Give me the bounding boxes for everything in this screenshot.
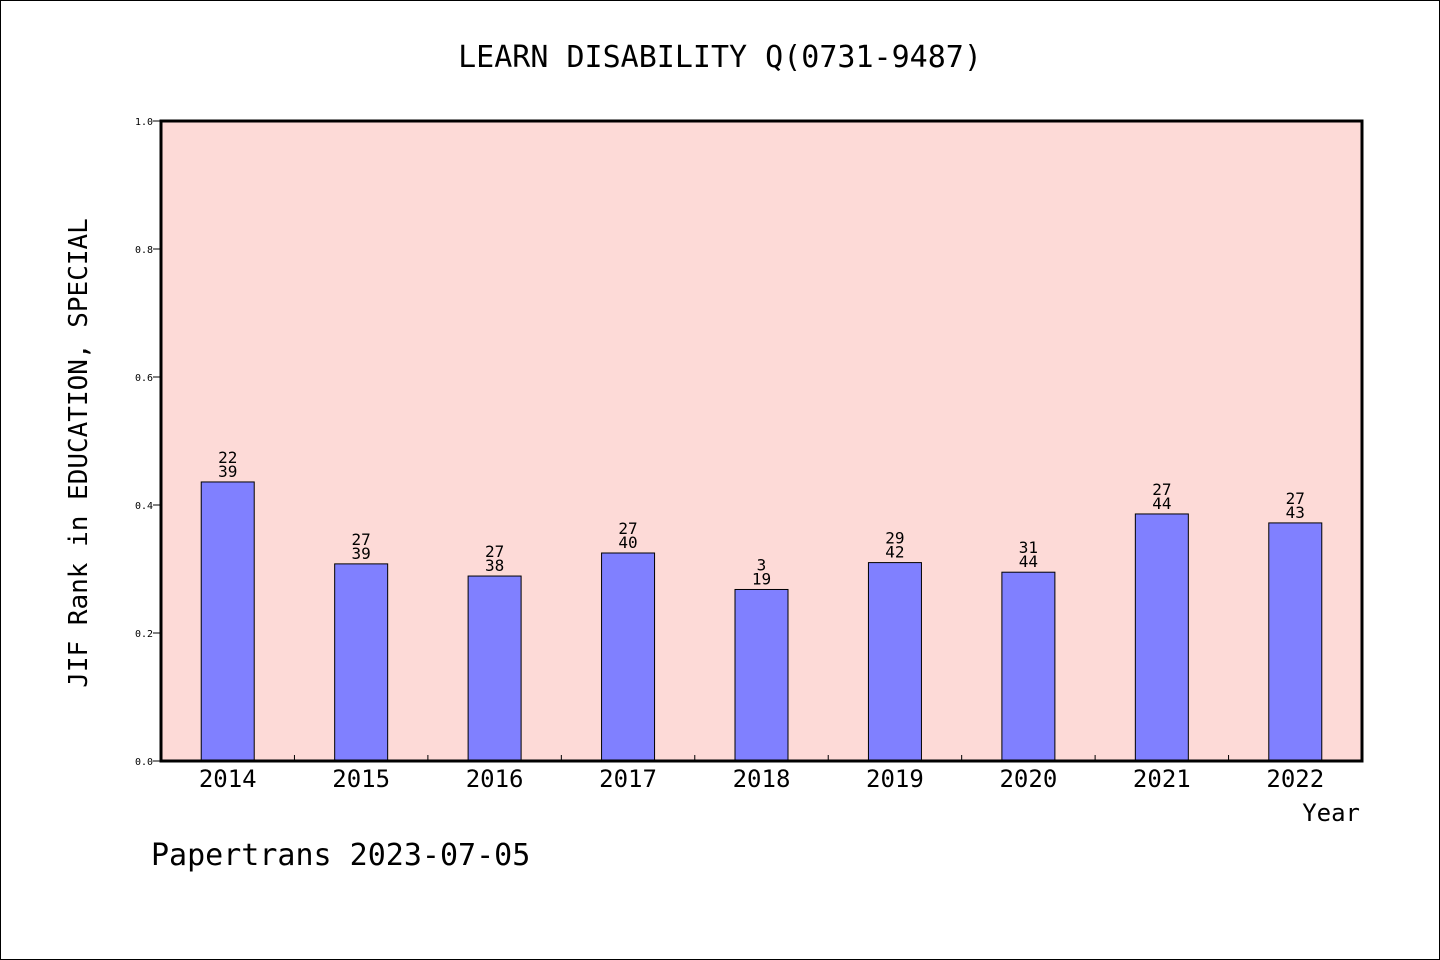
bars-group — [200, 481, 1323, 762]
bar-2020 — [1001, 571, 1056, 762]
rank-label-2020: 31 — [1019, 538, 1038, 557]
total-label-2022: 43 — [1286, 503, 1305, 522]
y-tick-label: 0.8 — [135, 245, 153, 256]
x-tick-label-2015: 2015 — [332, 765, 390, 793]
rank-label-2022: 27 — [1286, 489, 1305, 508]
y-tick-label: 0.6 — [135, 373, 153, 384]
total-label-2017: 40 — [618, 533, 637, 552]
bar-2014 — [200, 481, 255, 762]
x-axis-label: Year — [1302, 799, 1360, 827]
y-tick-label: 0.2 — [135, 629, 153, 640]
bar-2018 — [734, 588, 789, 762]
plot-frame — [159, 119, 1364, 763]
bar-2016 — [467, 575, 522, 762]
y-tick-label: 1.0 — [135, 117, 153, 128]
total-label-2015: 39 — [352, 544, 371, 563]
x-tick-label-2016: 2016 — [466, 765, 524, 793]
y-axis-ticks: 0.0 0.2 0.4 0.6 0.8 1.0 — [135, 117, 161, 768]
chart-title: LEARN DISABILITY Q(0731-9487) — [458, 40, 982, 75]
x-tick-label-2022: 2022 — [1266, 765, 1324, 793]
x-tick-label-2018: 2018 — [733, 765, 791, 793]
total-label-2016: 38 — [485, 556, 504, 575]
bar-2019 — [867, 562, 922, 762]
bar-2021 — [1134, 513, 1189, 762]
rank-label-2017: 27 — [618, 519, 637, 538]
footer-text: Papertrans 2023-07-05 — [151, 838, 530, 873]
rank-label-2015: 27 — [352, 530, 371, 549]
total-label-2014: 39 — [218, 462, 237, 481]
x-tick-label-2014: 2014 — [199, 765, 257, 793]
y-axis-label: JIF Rank in EDUCATION, SPECIAL — [64, 218, 94, 688]
y-tick-label: 0.0 — [135, 757, 153, 768]
rank-label-2018: 3 — [757, 555, 767, 574]
rank-label-2016: 27 — [485, 542, 504, 561]
x-tick-label-2020: 2020 — [999, 765, 1057, 793]
bar-2015 — [334, 563, 389, 762]
x-tick-label-2017: 2017 — [599, 765, 657, 793]
y-tick-label: 0.4 — [135, 501, 153, 512]
x-tick-label-2019: 2019 — [866, 765, 924, 793]
rank-label-2019: 29 — [885, 529, 904, 548]
total-label-2020: 44 — [1019, 552, 1038, 571]
x-axis-ticks: 2014 2015 2016 2017 2018 2019 2020 2021 2022 — [199, 755, 1324, 793]
x-tick-label-2021: 2021 — [1133, 765, 1191, 793]
total-label-2018: 19 — [752, 569, 771, 588]
bar-2017 — [601, 552, 656, 762]
total-label-2019: 42 — [885, 543, 904, 562]
rank-label-2021: 27 — [1152, 480, 1171, 499]
total-label-2021: 44 — [1152, 494, 1171, 513]
rank-label-2014: 22 — [218, 448, 237, 467]
bar-2022 — [1268, 522, 1323, 762]
